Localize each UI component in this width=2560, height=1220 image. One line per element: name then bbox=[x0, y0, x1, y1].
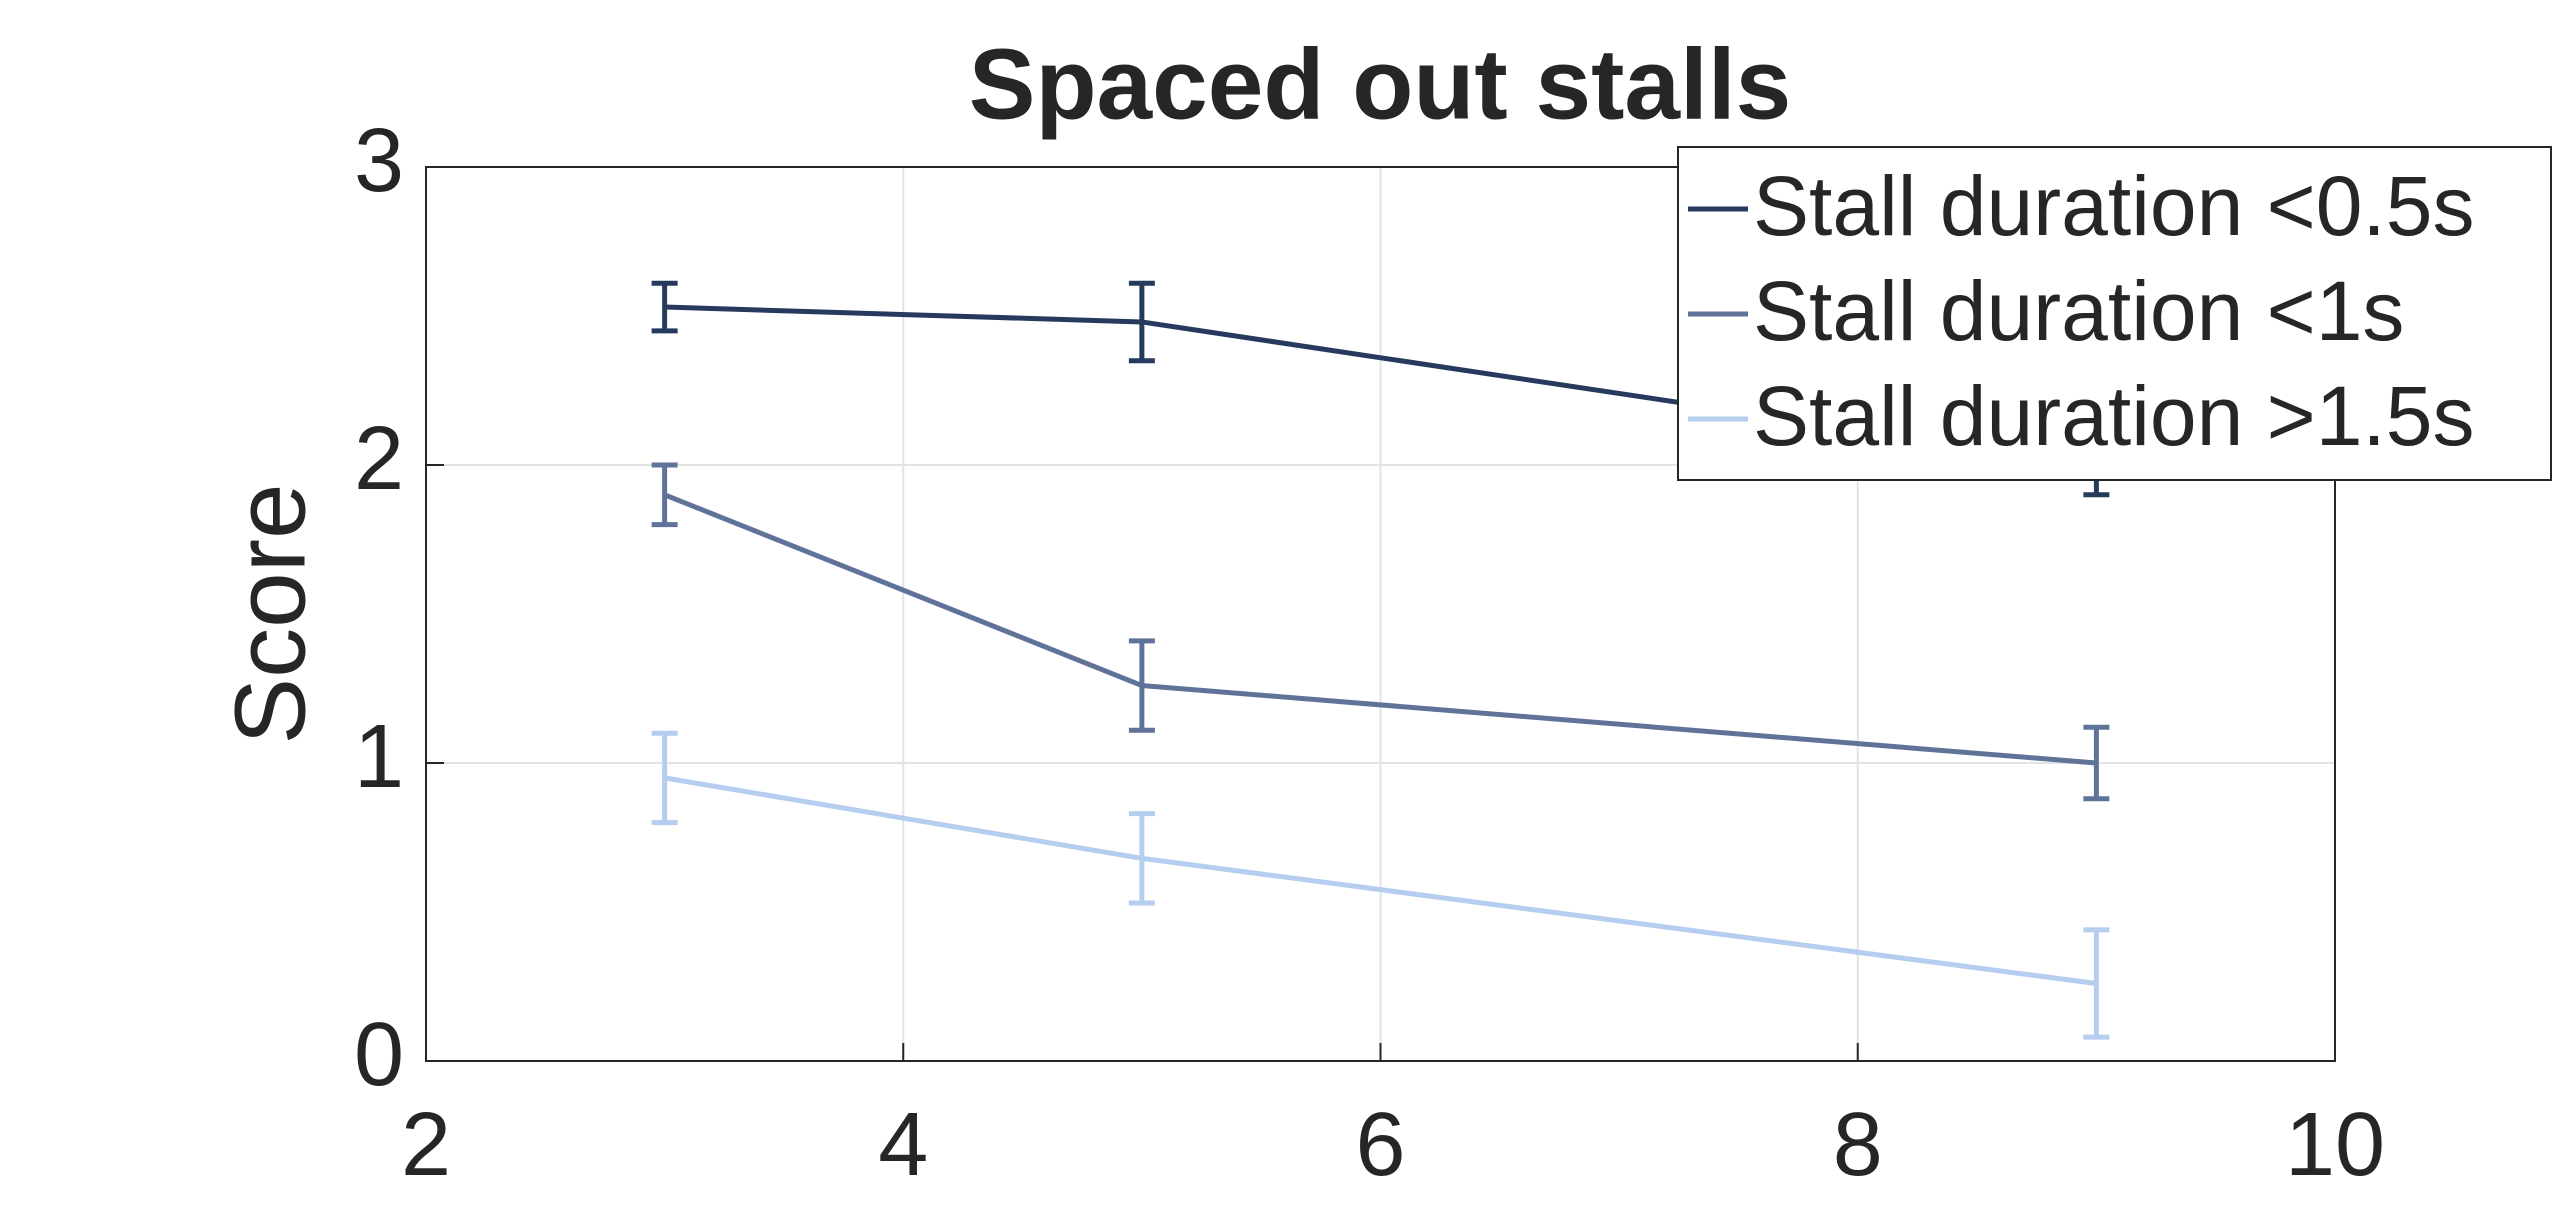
y-tick-label: 3 bbox=[354, 111, 404, 211]
legend-label: Stall duration <0.5s bbox=[1753, 159, 2474, 253]
legend-label: Stall duration <1s bbox=[1753, 264, 2404, 358]
axes-box bbox=[425, 166, 2336, 1062]
error-bar bbox=[651, 280, 678, 334]
chart-title: Spaced out stalls bbox=[969, 28, 1791, 140]
y-axis-label: Score bbox=[214, 483, 326, 744]
y-tick-label: 0 bbox=[354, 1005, 404, 1105]
y-tick-label: 1 bbox=[354, 707, 404, 807]
error-bar bbox=[651, 462, 678, 528]
error-bar bbox=[2083, 724, 2110, 802]
error-bar bbox=[651, 730, 678, 826]
y-tick-label: 2 bbox=[354, 409, 404, 509]
x-tick-label: 8 bbox=[1833, 1095, 1883, 1195]
legend-box bbox=[1677, 146, 2552, 481]
x-tick-label: 4 bbox=[878, 1095, 928, 1195]
x-tick-label: 10 bbox=[2285, 1095, 2385, 1195]
legend-label: Stall duration >1.5s bbox=[1753, 369, 2474, 463]
error-bar bbox=[1128, 280, 1155, 364]
x-tick-label: 2 bbox=[401, 1095, 451, 1195]
error-bar bbox=[2083, 927, 2110, 1040]
error-bar bbox=[1128, 638, 1155, 733]
x-tick-label: 6 bbox=[1355, 1095, 1405, 1195]
legend: Stall duration <0.5s Stall duration <1s St… bbox=[1677, 146, 2552, 481]
error-bar bbox=[1128, 811, 1155, 906]
